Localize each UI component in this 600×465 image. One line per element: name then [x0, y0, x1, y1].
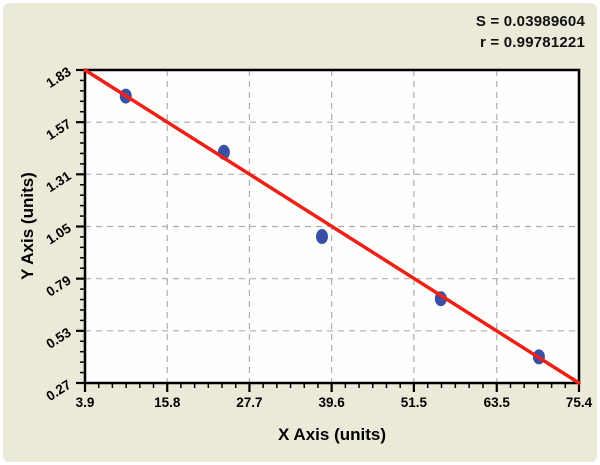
y-tick-label: 1.05 [43, 220, 74, 247]
x-tick-label: 51.5 [401, 395, 428, 410]
regression-line [83, 68, 581, 385]
y-tick-label: 0.27 [43, 377, 73, 404]
y-axis-title: Y Axis (units) [18, 172, 37, 280]
data-point [315, 229, 328, 245]
y-tick-label: 0.79 [43, 273, 73, 300]
y-tick-label: 0.53 [43, 325, 74, 352]
x-tick-label: 15.8 [154, 395, 181, 410]
x-tick-label: 3.9 [76, 395, 95, 410]
y-tick-label: 1.31 [43, 168, 74, 195]
x-tick-label: 75.4 [566, 395, 593, 410]
s-value: S = 0.03989604 [475, 13, 585, 30]
stats-block: S = 0.03989604 r = 0.99781221 [476, 11, 585, 53]
x-tick-label: 63.5 [484, 395, 511, 410]
y-tick-label: 1.57 [43, 116, 73, 143]
x-tick-label: 39.6 [319, 395, 346, 410]
x-axis-title: X Axis (units) [278, 425, 386, 444]
y-tick-label: 1.83 [43, 64, 74, 91]
x-tick-label: 27.7 [236, 395, 262, 410]
r-value: r = 0.99781221 [480, 34, 585, 51]
axis-frame [83, 68, 581, 385]
